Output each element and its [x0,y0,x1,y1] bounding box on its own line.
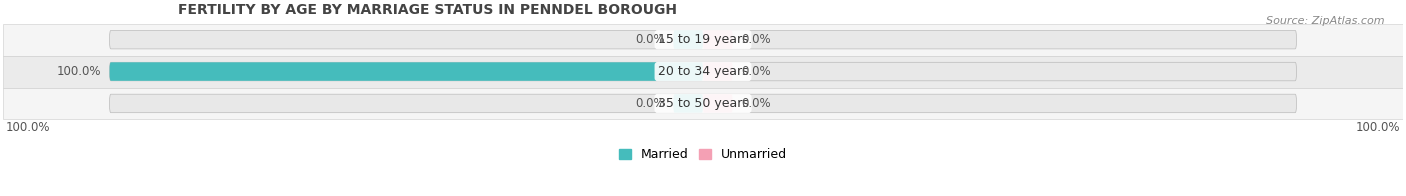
FancyBboxPatch shape [703,62,733,81]
FancyBboxPatch shape [110,94,1296,113]
Text: 0.0%: 0.0% [634,97,665,110]
FancyBboxPatch shape [673,94,703,113]
Text: 100.0%: 100.0% [1355,121,1400,134]
FancyBboxPatch shape [110,62,1296,81]
Bar [3,24,1403,56]
Text: 20 to 34 years: 20 to 34 years [658,65,748,78]
FancyBboxPatch shape [110,62,703,81]
FancyBboxPatch shape [703,30,733,49]
Text: 15 to 19 years: 15 to 19 years [658,33,748,46]
Text: 0.0%: 0.0% [741,33,772,46]
Text: Source: ZipAtlas.com: Source: ZipAtlas.com [1267,16,1385,26]
Text: 100.0%: 100.0% [6,121,51,134]
FancyBboxPatch shape [703,94,733,113]
Bar [3,56,1403,87]
Text: FERTILITY BY AGE BY MARRIAGE STATUS IN PENNDEL BOROUGH: FERTILITY BY AGE BY MARRIAGE STATUS IN P… [177,3,676,17]
Text: 0.0%: 0.0% [741,65,772,78]
Text: 0.0%: 0.0% [741,97,772,110]
FancyBboxPatch shape [110,30,1296,49]
Text: 100.0%: 100.0% [56,65,101,78]
FancyBboxPatch shape [673,30,703,49]
Bar [3,87,1403,119]
Text: 35 to 50 years: 35 to 50 years [658,97,748,110]
Text: 0.0%: 0.0% [634,33,665,46]
Legend: Married, Unmarried: Married, Unmarried [613,143,793,166]
